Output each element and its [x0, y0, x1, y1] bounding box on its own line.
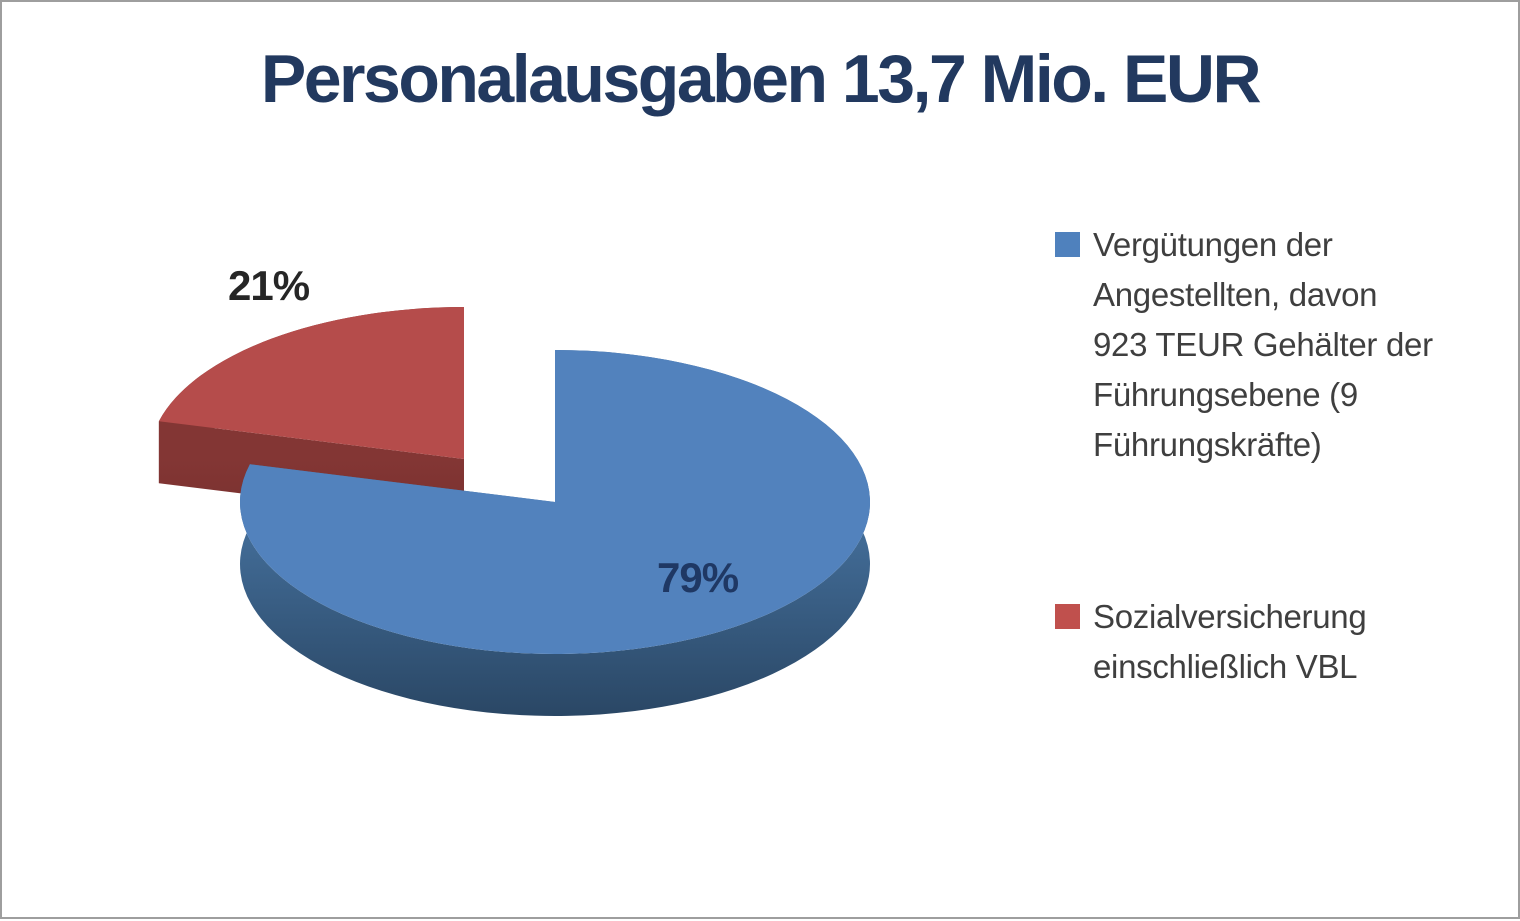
- legend: Vergütungen der Angestellten, davon 923 …: [1055, 220, 1500, 692]
- data-label-blue-slice: 79%: [657, 554, 739, 601]
- legend-item-sozialversicherung: Sozialversicherung einschließlich VBL: [1055, 592, 1500, 692]
- legend-swatch-red: [1055, 604, 1080, 629]
- legend-item-verguetungen: Vergütungen der Angestellten, davon 923 …: [1055, 220, 1500, 470]
- data-label-red-slice: 21%: [228, 262, 310, 309]
- pie-slice-sozialversicherung-top: [158, 307, 464, 459]
- legend-label-sozialversicherung: Sozialversicherung einschließlich VBL: [1093, 598, 1367, 685]
- chart-title: Personalausgaben 13,7 Mio. EUR: [260, 41, 1262, 117]
- legend-label-verguetungen: Vergütungen der Angestellten, davon 923 …: [1093, 226, 1433, 463]
- pie-slice-verguetungen-top: [240, 350, 871, 654]
- legend-swatch-blue: [1055, 232, 1080, 257]
